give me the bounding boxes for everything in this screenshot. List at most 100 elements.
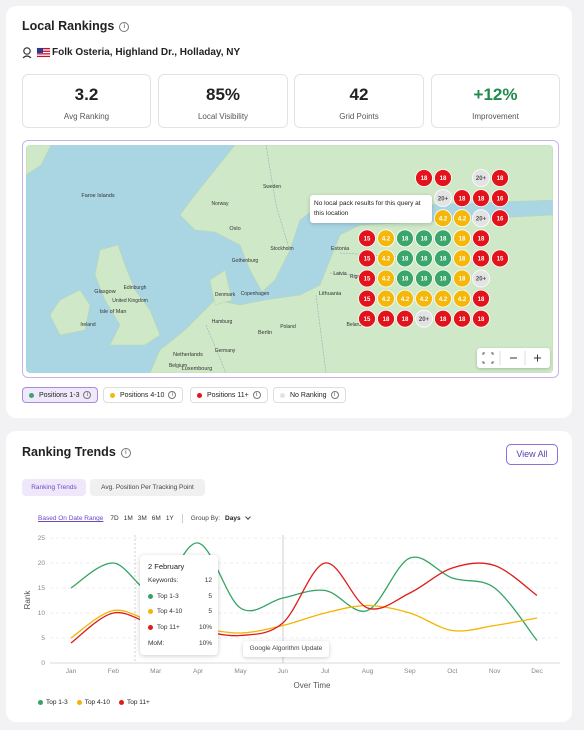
- section-title: Ranking Trends i: [22, 445, 131, 459]
- stat-value: 3.2: [74, 85, 99, 104]
- grid-point[interactable]: 20+: [472, 209, 490, 228]
- legend-item[interactable]: Top 4-10: [76, 699, 110, 706]
- place-label: Riga: [350, 274, 361, 280]
- range-option[interactable]: 6M: [151, 515, 161, 522]
- range-option[interactable]: 3M: [137, 515, 147, 522]
- tab[interactable]: Avg. Position Per Tracking Point: [90, 479, 205, 496]
- stat-box: 85% Local Visibility: [158, 74, 288, 128]
- grid-point[interactable]: 4.2: [434, 209, 452, 228]
- grid-point[interactable]: 18: [396, 249, 414, 268]
- grid-point[interactable]: 18: [491, 169, 509, 187]
- grid-point-circle: [434, 269, 452, 288]
- legend-dot: [280, 392, 285, 398]
- grid-point[interactable]: 18: [472, 289, 490, 308]
- grid-point[interactable]: 18: [453, 269, 471, 288]
- grid-point[interactable]: 15: [358, 269, 376, 288]
- grid-point[interactable]: 4.2: [415, 289, 433, 308]
- grid-point[interactable]: 15: [358, 289, 376, 308]
- legend-dot: [118, 700, 124, 705]
- map-tooltip: No local pack results for this query at …: [310, 195, 432, 223]
- grid-point[interactable]: 18: [396, 229, 414, 248]
- grid-point[interactable]: 18: [415, 169, 433, 187]
- grid-point-label: 20+: [476, 216, 487, 222]
- x-tick-label: Aug: [362, 668, 374, 675]
- map[interactable]: Faroe Islands Norway Sweden Oslo Stockholm Go…: [26, 145, 553, 373]
- legend-dot: [197, 392, 202, 398]
- tooltip-row: MoM: 10%: [148, 640, 212, 647]
- legend-item[interactable]: Top 11+: [118, 699, 150, 706]
- place-label: Germany: [215, 348, 236, 354]
- legend-label: Positions 1-3: [39, 392, 80, 399]
- grid-point[interactable]: 18: [434, 229, 452, 248]
- grid-point[interactable]: 4.2: [396, 289, 414, 308]
- y-tick-label: 0: [41, 660, 45, 667]
- grid-point[interactable]: 18: [434, 249, 452, 268]
- zoom-in-button[interactable]: [534, 354, 541, 362]
- grid-point[interactable]: 4.2: [377, 289, 395, 308]
- grid-point-label: 18: [402, 257, 409, 263]
- range-option[interactable]: 1M: [123, 515, 133, 522]
- tooltip-row: Top 1-3 5: [148, 593, 212, 600]
- grid-point[interactable]: 18: [472, 229, 490, 248]
- grid-point[interactable]: 18: [415, 249, 433, 268]
- info-icon[interactable]: i: [168, 391, 177, 400]
- x-tick-label: Nov: [489, 668, 501, 675]
- grid-point[interactable]: 16: [491, 209, 509, 228]
- grid-point[interactable]: 4.2: [377, 269, 395, 288]
- group-by-value[interactable]: Days: [225, 515, 241, 522]
- grid-point[interactable]: 4.2: [453, 289, 471, 308]
- legend-chip[interactable]: Positions 4-10 i: [103, 387, 184, 403]
- grid-point[interactable]: 18: [472, 249, 490, 268]
- view-all-button[interactable]: View All: [506, 444, 558, 465]
- grid-point[interactable]: 4.2: [377, 229, 395, 248]
- grid-point[interactable]: 18: [434, 269, 452, 288]
- place-label: Copenhagen: [241, 291, 270, 297]
- legend-chip[interactable]: Positions 11+ i: [190, 387, 268, 403]
- separator: [181, 514, 183, 523]
- grid-point[interactable]: 18: [415, 229, 433, 248]
- grid-point[interactable]: 15: [358, 229, 376, 248]
- grid-point[interactable]: 20+: [434, 189, 452, 207]
- range-option[interactable]: 7D: [110, 515, 119, 522]
- info-icon[interactable]: i: [83, 391, 92, 400]
- grid-point[interactable]: 18: [396, 269, 414, 288]
- info-icon[interactable]: i: [330, 391, 339, 400]
- grid-point-label: 18: [478, 317, 485, 323]
- grid-point[interactable]: 4.2: [453, 209, 471, 228]
- grid-point[interactable]: 18: [415, 269, 433, 288]
- grid-point[interactable]: 20+: [415, 309, 433, 328]
- grid-point[interactable]: 18: [377, 309, 395, 328]
- place-label: Latvia: [333, 271, 347, 277]
- chart-tooltip: 2 February Keywords: 12 Top 1-3 5 Top 4-10 5 To…: [140, 555, 218, 655]
- grid-point-label: 18: [383, 317, 390, 323]
- range-option[interactable]: 1Y: [165, 515, 174, 522]
- grid-point-circle: [415, 229, 433, 248]
- grid-point[interactable]: 18: [453, 189, 471, 207]
- fullscreen-button[interactable]: [482, 352, 494, 364]
- info-icon[interactable]: i: [252, 391, 261, 400]
- grid-point[interactable]: 4.2: [434, 289, 452, 308]
- grid-point[interactable]: 18: [472, 309, 490, 328]
- info-icon[interactable]: i: [120, 447, 131, 458]
- grid-point[interactable]: 16: [491, 189, 509, 207]
- grid-point[interactable]: 4.2: [377, 249, 395, 268]
- grid-point[interactable]: 18: [434, 169, 452, 187]
- legend-chip[interactable]: Positions 1-3 i: [22, 387, 99, 403]
- grid-point[interactable]: 15: [358, 249, 376, 268]
- tab-active[interactable]: Ranking Trends: [22, 479, 86, 496]
- grid-point[interactable]: 18: [453, 309, 471, 328]
- grid-point[interactable]: 18: [472, 189, 490, 207]
- grid-point[interactable]: 18: [434, 309, 452, 328]
- legend-item[interactable]: Top 1-3: [38, 699, 68, 706]
- grid-point[interactable]: 18: [453, 249, 471, 268]
- legend-chip[interactable]: No Ranking i: [273, 387, 346, 403]
- grid-point-circle: [415, 289, 433, 308]
- grid-point[interactable]: 20+: [472, 269, 490, 288]
- range-label[interactable]: Based On Date Range: [38, 515, 104, 522]
- grid-point[interactable]: 15: [491, 249, 509, 268]
- grid-point[interactable]: 18: [453, 229, 471, 248]
- info-icon[interactable]: i: [119, 21, 130, 32]
- grid-point[interactable]: 20+: [472, 169, 490, 187]
- grid-point[interactable]: 18: [396, 309, 414, 328]
- grid-point[interactable]: 15: [358, 309, 376, 328]
